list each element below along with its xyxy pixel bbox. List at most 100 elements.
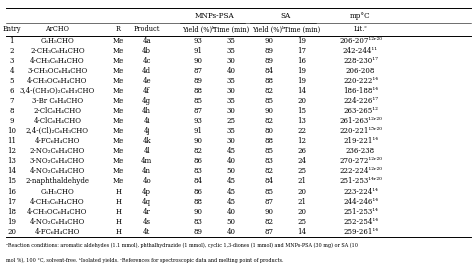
Text: Me: Me — [113, 57, 124, 65]
Text: Me: Me — [113, 127, 124, 135]
Text: 17: 17 — [297, 47, 306, 55]
Text: 30: 30 — [227, 107, 236, 115]
Text: Time (min): Time (min) — [213, 25, 249, 33]
Text: 82: 82 — [264, 218, 273, 226]
Text: Time (min): Time (min) — [283, 25, 320, 33]
Text: 40: 40 — [227, 67, 236, 75]
Text: 87: 87 — [264, 197, 273, 206]
Text: 86: 86 — [194, 157, 203, 165]
Text: 236-238: 236-238 — [346, 147, 375, 155]
Text: 12: 12 — [297, 137, 306, 145]
Text: Yield (%)ᵇ: Yield (%)ᵇ — [253, 25, 285, 33]
Text: H: H — [116, 218, 121, 226]
Text: R: R — [116, 25, 121, 33]
Text: 206-208: 206-208 — [346, 67, 375, 75]
Text: 89: 89 — [194, 77, 203, 85]
Text: 4-ClC₆H₄CHO: 4-ClC₆H₄CHO — [33, 117, 82, 125]
Text: 45: 45 — [227, 177, 236, 185]
Text: 30: 30 — [227, 87, 236, 95]
Text: 5: 5 — [9, 77, 14, 85]
Text: 228-230¹⁷: 228-230¹⁷ — [343, 57, 378, 65]
Text: 87: 87 — [194, 107, 203, 115]
Text: 14: 14 — [7, 167, 16, 175]
Text: 85: 85 — [264, 147, 273, 155]
Text: 91: 91 — [194, 127, 203, 135]
Text: H: H — [116, 208, 121, 216]
Text: 86: 86 — [194, 187, 203, 196]
Text: 223-224¹⁴: 223-224¹⁴ — [343, 187, 378, 196]
Text: 13: 13 — [297, 117, 306, 125]
Text: 88: 88 — [264, 77, 273, 85]
Text: Me: Me — [113, 137, 124, 145]
Text: 45: 45 — [227, 147, 236, 155]
Text: 82: 82 — [264, 117, 273, 125]
Text: 22: 22 — [297, 127, 306, 135]
Text: 8: 8 — [9, 107, 14, 115]
Text: 206-207¹²ʳ²⁰: 206-207¹²ʳ²⁰ — [339, 37, 382, 45]
Text: 4o: 4o — [142, 177, 151, 185]
Text: 263-265¹²: 263-265¹² — [343, 107, 378, 115]
Text: 85: 85 — [194, 97, 203, 105]
Text: 19: 19 — [7, 218, 16, 226]
Text: 35: 35 — [227, 127, 236, 135]
Text: 4-CH₃OC₆H₄CHO: 4-CH₃OC₆H₄CHO — [27, 77, 88, 85]
Text: 88: 88 — [194, 197, 203, 206]
Text: 4q: 4q — [142, 197, 151, 206]
Text: 93: 93 — [194, 37, 203, 45]
Text: 24: 24 — [297, 157, 306, 165]
Text: 4i: 4i — [143, 117, 150, 125]
Text: 220-221¹⁵ʳ²⁰: 220-221¹⁵ʳ²⁰ — [339, 127, 382, 135]
Text: 14: 14 — [297, 87, 306, 95]
Text: Me: Me — [113, 147, 124, 155]
Text: 186-188¹⁴: 186-188¹⁴ — [343, 87, 378, 95]
Text: 35: 35 — [227, 77, 236, 85]
Text: 82: 82 — [194, 147, 203, 155]
Text: 4l: 4l — [143, 147, 150, 155]
Text: 21: 21 — [297, 197, 306, 206]
Text: 6: 6 — [9, 87, 14, 95]
Text: 25: 25 — [227, 117, 236, 125]
Text: Me: Me — [113, 37, 124, 45]
Text: 83: 83 — [264, 157, 273, 165]
Text: 12: 12 — [7, 147, 16, 155]
Text: 251-253¹⁴: 251-253¹⁴ — [343, 208, 378, 216]
Text: 4d: 4d — [142, 67, 151, 75]
Text: SA: SA — [280, 12, 291, 20]
Text: 84: 84 — [194, 177, 203, 185]
Text: 40: 40 — [227, 228, 236, 236]
Text: 40: 40 — [227, 208, 236, 216]
Text: 3,4-(CH₃O)₂C₆H₃CHO: 3,4-(CH₃O)₂C₆H₃CHO — [20, 87, 95, 95]
Text: 4t: 4t — [143, 228, 150, 236]
Text: 90: 90 — [264, 37, 273, 45]
Text: Me: Me — [113, 87, 124, 95]
Text: 20: 20 — [297, 97, 306, 105]
Text: 2-NO₂C₆H₄CHO: 2-NO₂C₆H₄CHO — [30, 147, 85, 155]
Text: ᵃReaction conditions: aromatic aldehydes (1.1 mmol), phthalhydrazide (1 mmol), c: ᵃReaction conditions: aromatic aldehydes… — [6, 243, 358, 248]
Text: 259-261¹⁴: 259-261¹⁴ — [343, 228, 378, 236]
Text: Me: Me — [113, 117, 124, 125]
Text: Lit.ᶜ: Lit.ᶜ — [354, 25, 367, 33]
Text: 90: 90 — [194, 57, 203, 65]
Text: 85: 85 — [264, 187, 273, 196]
Text: 90: 90 — [194, 208, 203, 216]
Text: Me: Me — [113, 77, 124, 85]
Text: 89: 89 — [264, 47, 273, 55]
Text: 40: 40 — [227, 157, 236, 165]
Text: 2-naphthaldehyde: 2-naphthaldehyde — [26, 177, 90, 185]
Text: ArCHO: ArCHO — [46, 25, 69, 33]
Text: 11: 11 — [7, 137, 16, 145]
Text: C₆H₅CHO: C₆H₅CHO — [40, 187, 74, 196]
Text: 84: 84 — [264, 67, 273, 75]
Text: 90: 90 — [264, 208, 273, 216]
Text: 83: 83 — [194, 167, 203, 175]
Text: 252-254¹⁴: 252-254¹⁴ — [343, 218, 378, 226]
Text: 82: 82 — [264, 167, 273, 175]
Text: 224-226¹⁷: 224-226¹⁷ — [343, 97, 378, 105]
Text: 35: 35 — [227, 37, 236, 45]
Text: 15: 15 — [7, 177, 16, 185]
Text: Me: Me — [113, 177, 124, 185]
Text: 2-CH₃C₆H₄CHO: 2-CH₃C₆H₄CHO — [30, 47, 85, 55]
Text: 4g: 4g — [142, 97, 151, 105]
Text: 87: 87 — [264, 228, 273, 236]
Text: 30: 30 — [227, 57, 236, 65]
